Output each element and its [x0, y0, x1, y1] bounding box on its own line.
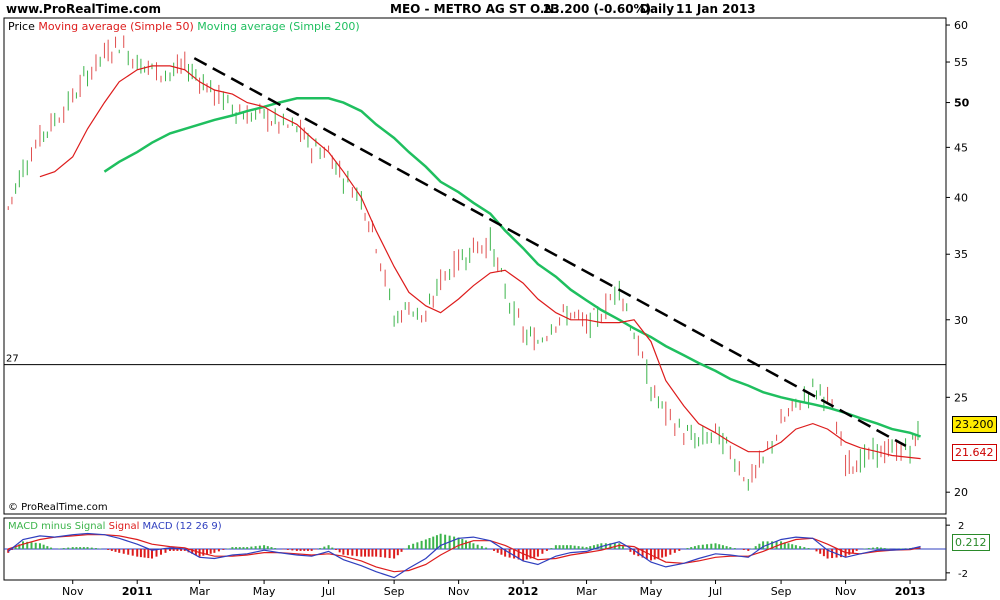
x-tick-label: May: [253, 585, 276, 598]
price-panel-frame: [3, 17, 947, 515]
price-y-tick-label: 60: [954, 19, 968, 32]
x-tick-label: Jul: [708, 585, 722, 598]
price-y-tick-label: 40: [954, 191, 968, 204]
price-y-tick-label: 30: [954, 314, 968, 327]
price-y-tick-label: 55: [954, 56, 968, 69]
legend-price: Price: [8, 20, 35, 33]
sma200-line: [103, 97, 922, 438]
x-tick-label: Mar: [576, 585, 597, 598]
x-tick-label: 2013: [895, 585, 926, 598]
price-y-tick-label: 20: [954, 486, 968, 499]
x-tick-label: 2011: [122, 585, 153, 598]
x-tick-label: Nov: [835, 585, 857, 598]
x-tick-label: Mar: [189, 585, 210, 598]
site-link[interactable]: www.ProRealTime.com: [6, 2, 161, 16]
period-label: Daily: [640, 2, 675, 16]
x-tick-label: May: [640, 585, 663, 598]
legend-hist: MACD minus Signal: [8, 521, 105, 532]
x-tick-label: Nov: [448, 585, 470, 598]
legend-sma200: Moving average (Simple 200): [194, 20, 360, 33]
macd-line: [7, 532, 921, 579]
macd-legend: MACD minus Signal Signal MACD (12 26 9): [8, 521, 222, 532]
macd-value-label: 0.212: [952, 534, 990, 551]
sma50-line: [39, 65, 921, 460]
x-tick-label: Nov: [62, 585, 84, 598]
x-tick-label: Jul: [321, 585, 335, 598]
x-tick-label: Sep: [771, 585, 792, 598]
price-y-tick-label: 50: [954, 97, 970, 110]
macd-y-tick-label: -2: [958, 569, 968, 580]
price-y-tick-label: 45: [954, 141, 968, 154]
instrument-title: MEO - METRO AG ST O.N.: [390, 2, 560, 16]
reference-line-label: 27: [6, 354, 19, 365]
watermark: © ProRealTime.com: [8, 502, 108, 513]
sma50-value-label: 21.642: [952, 444, 997, 461]
x-tick-label: 2012: [508, 585, 539, 598]
macd-y-tick-label: 2: [958, 521, 964, 532]
price-legend: Price Moving average (Simple 50) Moving …: [8, 20, 360, 33]
macd-signal-line: [8, 534, 921, 573]
price-y-tick-label: 35: [954, 248, 968, 261]
legend-sma50: Moving average (Simple 50): [35, 20, 194, 33]
trendline: [193, 57, 907, 447]
legend-signal: Signal: [105, 521, 139, 532]
legend-macd: MACD (12 26 9): [139, 521, 221, 532]
last-price-label: 23.200: [952, 416, 997, 433]
x-tick-label: Sep: [384, 585, 405, 598]
chart-date: 11 Jan 2013: [676, 2, 756, 16]
price-y-tick-label: 25: [954, 391, 968, 404]
quote-text: 23.200 (-0.60%): [543, 2, 652, 16]
